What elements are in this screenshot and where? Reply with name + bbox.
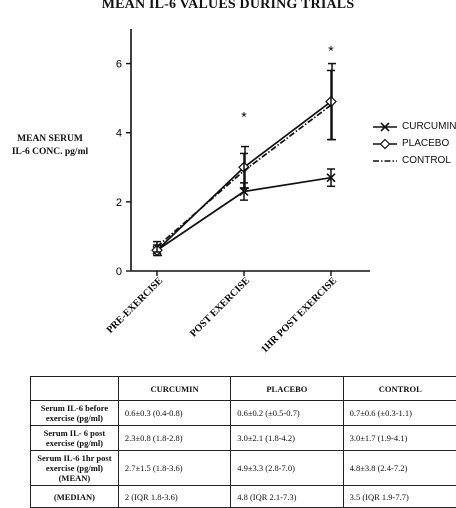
table-cell: 2.3±0.8 (1.8-2.8)	[118, 426, 230, 451]
table-row: Serum IL-6 1hr post exercise (pg/ml) (ME…	[31, 451, 456, 486]
row-label: Serum IL-6 before exercise (pg/ml)	[31, 401, 119, 426]
table-cell: 3.5 (IQR 1.9-7.7)	[343, 486, 456, 508]
table-cell: 2 (IQR 1.8-3.6)	[118, 486, 230, 508]
x-tick-label: 1HR POST EXERCISE	[259, 275, 339, 355]
row-label: (MEDIAN)	[31, 486, 119, 508]
table-cell: 4.8±3.8 (2.4-7.2)	[343, 451, 456, 486]
table-header-row: CURCUMIN PLACEBO CONTROL	[31, 377, 456, 401]
x-tick-label: PRE-EXERCISE	[105, 275, 166, 336]
table-header-curcumin: CURCUMIN	[118, 377, 230, 401]
y-tick-label: 6	[116, 59, 122, 71]
significance-asterisk: *	[241, 108, 247, 124]
significance-asterisk: *	[328, 43, 334, 59]
table-cell: 3.0±1.7 (1.9-4.1)	[343, 426, 456, 451]
row-label: Serum IL-6 1hr post exercise (pg/ml) (ME…	[31, 451, 119, 486]
table-cell: 0.7±0.6 (±0.3-1.1)	[343, 401, 456, 426]
table-cell: 4.9±3.3 (2.8-7.0)	[231, 451, 343, 486]
table-row: (MEDIAN) 2 (IQR 1.8-3.6) 4.8 (IQR 2.1-7.…	[31, 486, 456, 508]
legend-marker-curcumin	[372, 121, 398, 133]
x-tick-label: POST EXERCISE	[188, 275, 252, 339]
table-cell: 4.8 (IQR 2.1-7.3)	[231, 486, 343, 508]
legend-marker-placebo	[372, 138, 398, 150]
table-row: Serum IL- 6 post exercise (pg/ml) 2.3±0.…	[31, 426, 456, 451]
table-header-control: CONTROL	[343, 377, 456, 401]
y-tick-label: 2	[116, 197, 122, 209]
table-cell: 0.6±0.3 (0.4-0.8)	[118, 401, 230, 426]
table-cell: 2.7±1.5 (1.8-3.6)	[118, 451, 230, 486]
row-label: Serum IL- 6 post exercise (pg/ml)	[31, 426, 119, 451]
table-header-placebo: PLACEBO	[231, 377, 343, 401]
legend-label-control: CONTROL	[402, 155, 451, 166]
table-cell: 3.0±2.1 (1.8-4.2)	[231, 426, 343, 451]
y-tick-label: 4	[116, 128, 122, 140]
table-cell: 0.6±0.2 (±0.5-0.7)	[231, 401, 343, 426]
legend-label-placebo: PLACEBO	[402, 138, 449, 149]
legend-label-curcumin: CURCUMIN	[402, 121, 456, 132]
stats-table: CURCUMIN PLACEBO CONTROL Serum IL-6 befo…	[30, 376, 456, 508]
legend-marker-control	[372, 155, 398, 167]
y-tick-label: 0	[116, 266, 122, 278]
table-header-cell	[31, 377, 119, 401]
table-row: Serum IL-6 before exercise (pg/ml) 0.6±0…	[31, 401, 456, 426]
